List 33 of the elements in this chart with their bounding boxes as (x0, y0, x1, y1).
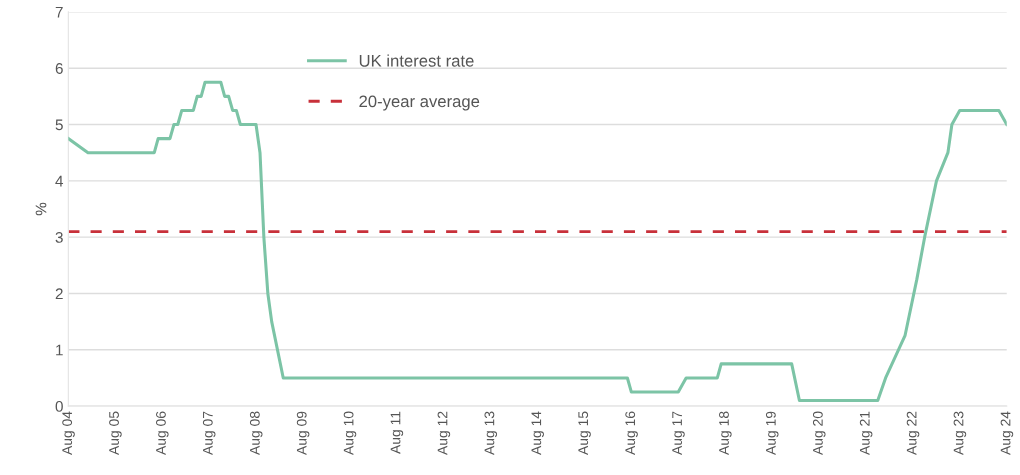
y-tick-label: 1 (56, 344, 63, 356)
x-tick-label: Aug 14 (531, 411, 544, 455)
x-tick-label: Aug 24 (1000, 411, 1014, 455)
x-tick-label: Aug 11 (390, 411, 404, 454)
x-tick-label: Aug 06 (156, 411, 169, 455)
x-tick-label: Aug 04 (62, 411, 75, 455)
y-tick-label: 3 (55, 232, 63, 243)
x-tick-label: Aug 10 (343, 411, 357, 455)
y-tick-label: 7 (55, 6, 63, 18)
y-tick-label: 5 (55, 119, 63, 131)
legend-label: 20-year average (359, 95, 480, 111)
x-tick-label: Aug 20 (812, 411, 826, 455)
x-tick-label: Aug 07 (202, 411, 216, 455)
legend-label: UK interest rate (359, 54, 474, 67)
x-tick-label: Aug 19 (765, 411, 779, 455)
x-tick-label: Aug 09 (296, 411, 310, 455)
line-series (68, 80, 1007, 403)
x-tick-label: Aug 16 (625, 411, 638, 455)
x-tick-label: Aug 17 (672, 411, 685, 455)
y-tick-label: 2 (55, 288, 63, 300)
y-tick-label: 4 (55, 175, 64, 187)
x-tick-label: Aug 15 (578, 411, 591, 455)
x-tick-label: Aug 13 (484, 411, 498, 455)
x-tick-label: Aug 22 (906, 411, 920, 455)
y-tick-label: 0 (55, 400, 63, 412)
x-tick-label: Aug 08 (249, 411, 263, 455)
x-tick-label: Aug 18 (719, 411, 732, 455)
x-tick-label: Aug 12 (437, 411, 451, 455)
x-tick-label: Aug 05 (109, 411, 122, 455)
y-tick-label: 6 (55, 63, 63, 74)
y-axis-title: % (35, 202, 47, 216)
x-tick-label: Aug 23 (953, 411, 967, 455)
x-tick-label: Aug 21 (859, 411, 873, 455)
